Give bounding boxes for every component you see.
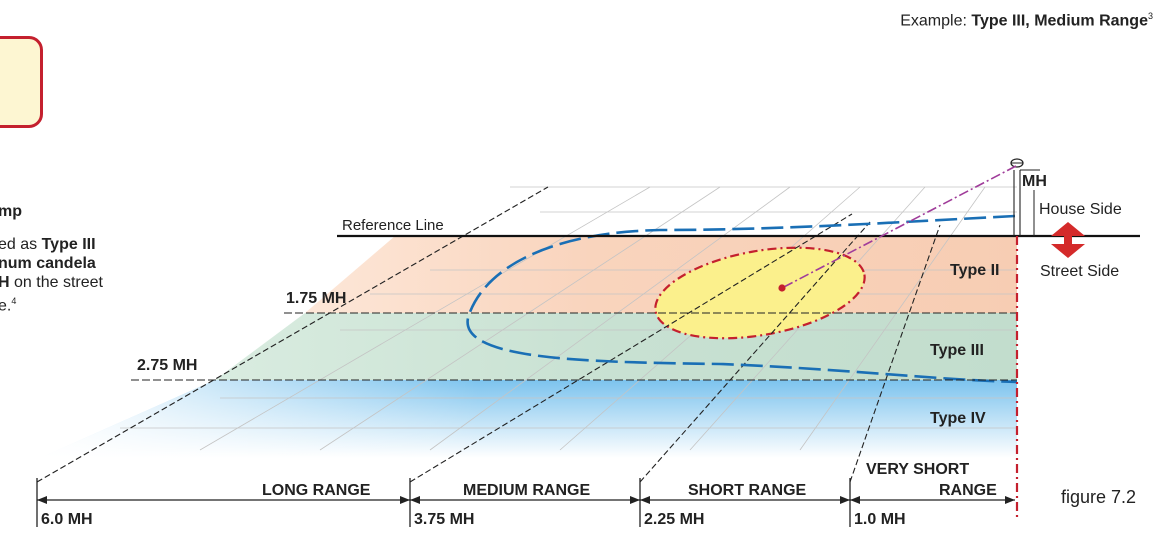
very-short-range-label-line-2: RANGE: [939, 482, 997, 499]
type-iii-zone: [215, 313, 1017, 380]
beam-line: [781, 165, 1017, 289]
type-iv-fade: [40, 380, 1017, 458]
house-street-arrow: [1051, 222, 1085, 258]
very-short-range-label-line-1: VERY SHORT: [866, 461, 970, 478]
mounting-height-label: MH: [1022, 173, 1047, 190]
short-range-label: SHORT RANGE: [688, 482, 807, 499]
long-range-label: LONG RANGE: [262, 482, 371, 499]
range-arrowheads: [37, 496, 1015, 504]
label-175-mh: 1.75 MH: [286, 290, 347, 307]
left-text-line-1: ed as Type III: [0, 236, 96, 253]
left-text-line-3: H on the street: [0, 274, 103, 291]
left-text-line-2: num candela: [0, 255, 96, 272]
type-iii-label: Type III: [930, 342, 984, 359]
luminaire-pole: [1010, 158, 1040, 236]
figure-label: figure 7.2: [1061, 487, 1137, 507]
reference-line-label: Reference Line: [342, 217, 444, 234]
label-275-mh: 2.75 MH: [137, 357, 198, 374]
type-iv-label: Type IV: [930, 410, 986, 427]
distance-375-mh: 3.75 MH: [414, 511, 475, 528]
left-text-line-4: e.4: [0, 296, 17, 315]
max-candela-point: [778, 284, 786, 292]
type-ii-label: Type II: [950, 262, 1000, 279]
distance-225-mh: 2.25 MH: [644, 511, 705, 528]
note-box: [0, 36, 43, 128]
left-heading-fragment: mp: [0, 203, 22, 220]
max-candela-region: [654, 246, 866, 340]
street-side-label: Street Side: [1040, 263, 1120, 280]
example-title: Example: Type III, Medium Range3: [900, 11, 1153, 30]
medium-range-label: MEDIUM RANGE: [463, 482, 591, 499]
distance-1-mh: 1.0 MH: [854, 511, 906, 528]
house-side-label: House Side: [1039, 201, 1122, 218]
distance-6-mh: 6.0 MH: [41, 511, 93, 528]
